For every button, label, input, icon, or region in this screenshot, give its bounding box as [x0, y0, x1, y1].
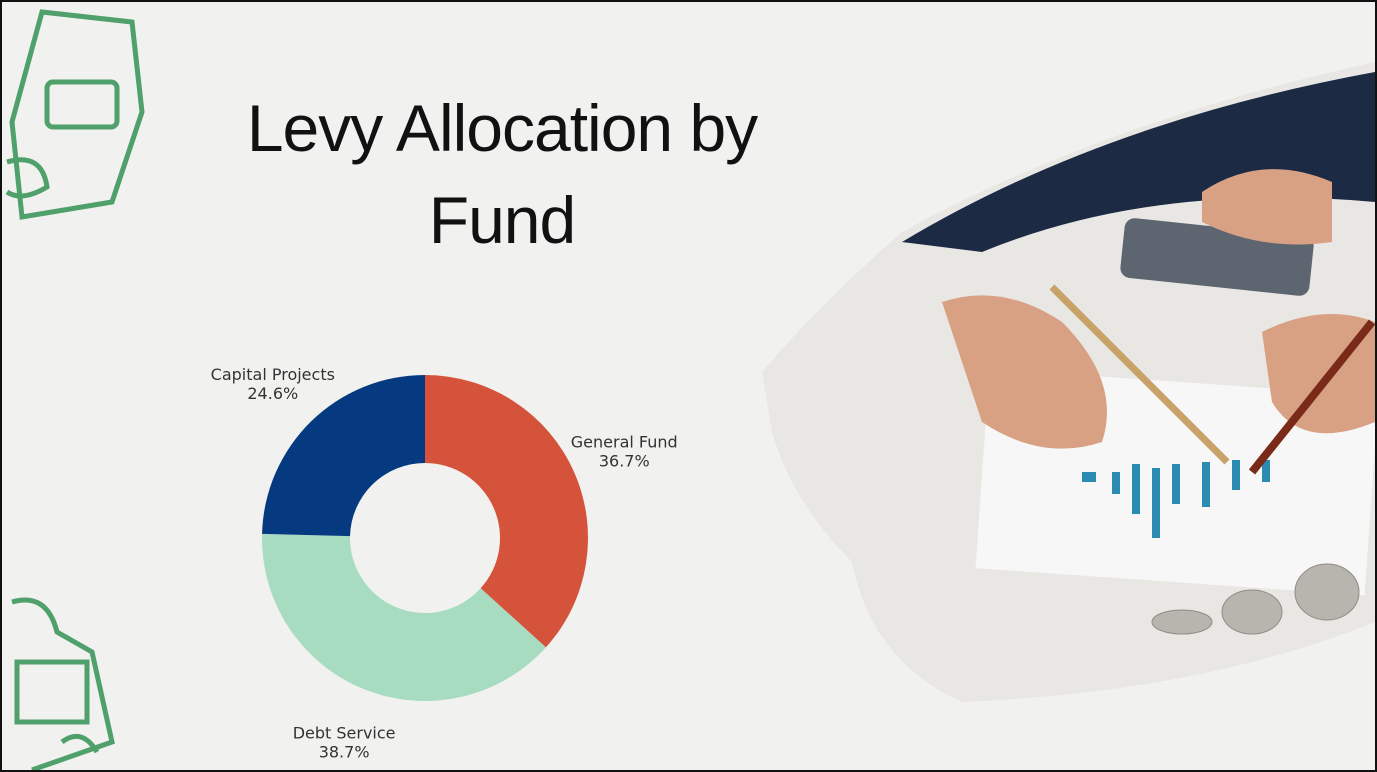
slice-value-label: 38.7% [319, 742, 370, 761]
chart-title: Levy Allocation by Fund [246, 91, 758, 257]
donut-slice [425, 375, 589, 648]
slice-label: Debt Service [293, 723, 396, 742]
slice-label: General Fund [571, 433, 678, 452]
donut-slice [262, 375, 425, 537]
slice-label: Capital Projects [211, 365, 335, 384]
donut-slice [262, 533, 546, 701]
photo [762, 62, 1375, 702]
slice-value-label: 36.7% [599, 452, 650, 471]
slice-value-label: 24.6% [247, 384, 298, 403]
doodle [5, 9, 145, 770]
